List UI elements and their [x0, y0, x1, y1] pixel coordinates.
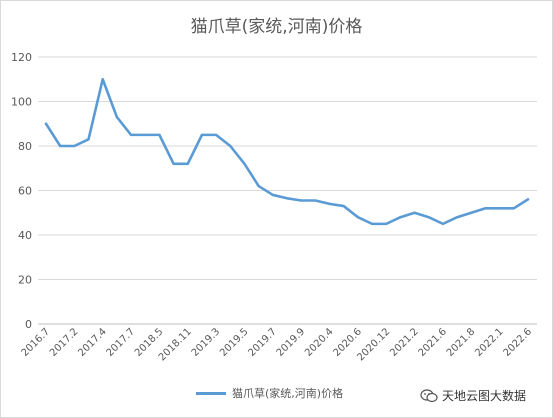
y-axis-ticks: 0 20 40 60 80 100 120 [11, 51, 32, 331]
gridlines [38, 56, 537, 325]
chart-title: 猫爪草(家统,河南)价格 [190, 17, 363, 37]
x-tick-label: 2016.7 [20, 326, 53, 359]
y-tick-label: 100 [11, 96, 32, 109]
y-tick-label: 0 [25, 318, 32, 331]
x-tick-label: 2021.8 [445, 326, 478, 359]
x-tick-label: 2022.6 [502, 326, 535, 359]
y-tick-label: 120 [11, 51, 32, 64]
y-tick-label: 40 [18, 229, 32, 242]
x-axis-ticks: 2016.72017.22017.42017.72018.52018.11201… [20, 326, 535, 363]
x-tick-label: 2021.2 [388, 326, 421, 359]
watermark-text: 天地云图大数据 [442, 389, 527, 403]
x-tick-label: 2019.9 [275, 326, 308, 359]
x-tick-label: 2019.5 [218, 326, 251, 359]
wechat-icon [420, 388, 438, 402]
series-line [44, 77, 530, 226]
x-tick-label: 2022.1 [473, 326, 506, 359]
x-tick-label: 2019.7 [246, 326, 279, 359]
y-tick-label: 20 [18, 274, 32, 287]
x-tick-label: 2017.2 [48, 326, 81, 359]
watermark: 天地云图大数据 [420, 387, 526, 404]
y-tick-label: 80 [18, 140, 32, 153]
x-tick-label: 2017.4 [76, 326, 109, 359]
legend-label: 猫爪草(家统,河南)价格 [232, 387, 344, 400]
legend-swatch [196, 391, 226, 395]
legend: 猫爪草(家统,河南)价格 [196, 385, 343, 401]
x-tick-label: 2021.6 [417, 326, 450, 359]
x-tick-label: 2020.4 [303, 326, 336, 359]
y-tick-label: 60 [18, 185, 32, 198]
x-tick-label: 2017.7 [105, 326, 138, 359]
x-tick-label: 2019.3 [190, 326, 223, 359]
series-layer [44, 77, 530, 226]
